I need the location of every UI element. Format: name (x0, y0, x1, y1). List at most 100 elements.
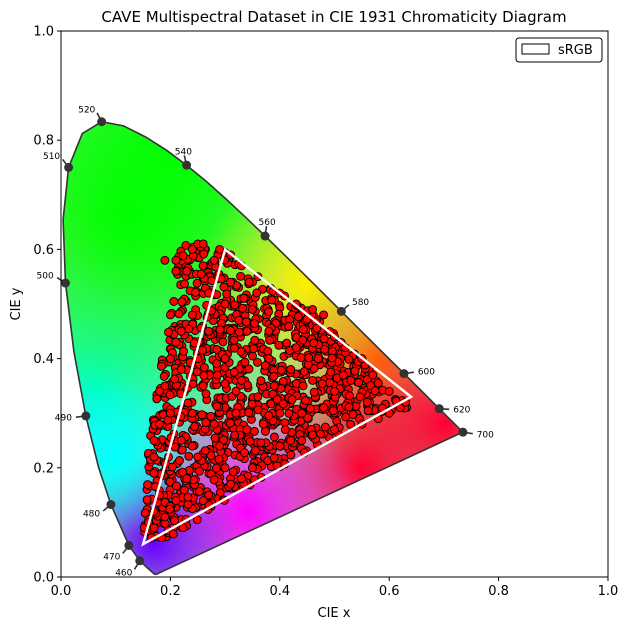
scatter-point (291, 343, 301, 353)
scatter-series (139, 239, 412, 543)
scatter-point (264, 411, 274, 421)
x-tick-label: 0.0 (51, 584, 72, 599)
scatter-point (209, 419, 219, 429)
legend: sRGB (515, 37, 603, 63)
scatter-point (149, 452, 159, 462)
scatter-point (245, 437, 255, 446)
scatter-point (338, 370, 348, 380)
scatter-point (226, 277, 236, 287)
scatter-point (174, 309, 184, 319)
wavelength-dot-700 (458, 427, 468, 437)
scatter-point (267, 295, 277, 305)
scatter-point (214, 454, 224, 464)
scatter-point (253, 357, 262, 367)
scatter-point (298, 381, 308, 391)
scatter-point (320, 344, 330, 354)
scatter-point (286, 450, 296, 460)
scatter-point (286, 365, 296, 374)
wavelength-label-510: 510 (43, 152, 60, 162)
scatter-point (187, 441, 197, 451)
wavelength-dot-600 (399, 369, 409, 379)
scatter-point (155, 419, 164, 429)
scatter-point (228, 467, 238, 477)
scatter-point (298, 325, 308, 334)
wavelength-label-500: 500 (37, 271, 54, 281)
scatter-point (201, 418, 211, 428)
scatter-point (284, 321, 294, 331)
scatter-point (220, 463, 230, 473)
scatter-point (238, 303, 248, 313)
scatter-point (188, 379, 198, 389)
scatter-point (346, 375, 356, 385)
scatter-point (280, 425, 290, 435)
scatter-point (312, 323, 322, 333)
scatter-point (313, 354, 323, 364)
scatter-point (253, 392, 263, 402)
scatter-point (264, 326, 274, 336)
scatter-point (160, 255, 170, 265)
scatter-point (266, 399, 276, 409)
wavelength-label-560: 560 (259, 218, 276, 228)
scatter-point (165, 354, 175, 364)
scatter-point (212, 345, 222, 354)
scatter-point (325, 378, 335, 388)
scatter-point (229, 367, 239, 377)
scatter-point (182, 474, 192, 484)
scatter-point (308, 430, 318, 440)
scatter-point (164, 327, 173, 337)
scatter-point (240, 357, 250, 367)
scatter-point (278, 399, 288, 409)
scatter-point (362, 397, 372, 407)
scatter-point (260, 361, 270, 371)
wavelength-label-490: 490 (55, 414, 72, 424)
scatter-point (168, 529, 178, 539)
scatter-point (176, 326, 186, 336)
scatter-point (209, 475, 219, 485)
wavelength-dot-510 (64, 162, 74, 172)
scatter-point (231, 408, 241, 418)
scatter-point (269, 453, 279, 463)
scatter-point (177, 445, 187, 455)
scatter-point (264, 307, 273, 317)
scatter-point (297, 436, 307, 445)
x-axis-label: CIE x (318, 606, 351, 621)
scatter-point (172, 481, 181, 491)
scatter-point (296, 353, 306, 363)
scatter-point (303, 413, 313, 423)
scatter-point (269, 381, 279, 391)
scatter-point (170, 442, 180, 452)
scatter-point (220, 299, 230, 309)
scatter-point (155, 386, 164, 396)
scatter-point (170, 516, 179, 526)
scatter-point (282, 338, 292, 348)
scatter-point (269, 371, 279, 381)
y-tick-label: 0.2 (33, 461, 54, 476)
scatter-point (169, 297, 179, 306)
wavelength-dot-490 (81, 411, 91, 421)
scatter-point (330, 425, 339, 435)
plot-area: 460 470 480 490 500 510 520 540 560 580 600 620 700 (37, 30, 609, 579)
scatter-point (244, 364, 254, 374)
scatter-point (250, 319, 259, 329)
scatter-point (309, 338, 319, 348)
axes-frame (60, 30, 609, 578)
scatter-point (156, 361, 166, 371)
wavelength-dot-560 (260, 231, 270, 241)
scatter-point (308, 305, 318, 314)
scatter-point (165, 408, 175, 418)
scatter-point (256, 438, 266, 448)
scatter-point (242, 326, 252, 336)
scatter-point (210, 433, 220, 443)
scatter-point (272, 395, 282, 404)
scatter-point (242, 425, 252, 435)
scatter-point (187, 244, 197, 254)
scatter-point (149, 468, 159, 478)
scatter-point (199, 371, 209, 381)
scatter-point (183, 398, 193, 408)
scatter-point (301, 396, 310, 405)
wavelength-label-580: 580 (352, 298, 369, 308)
scatter-point (230, 300, 240, 310)
scatter-point (265, 335, 275, 345)
scatter-point (171, 255, 181, 265)
scatter-point (297, 408, 307, 418)
